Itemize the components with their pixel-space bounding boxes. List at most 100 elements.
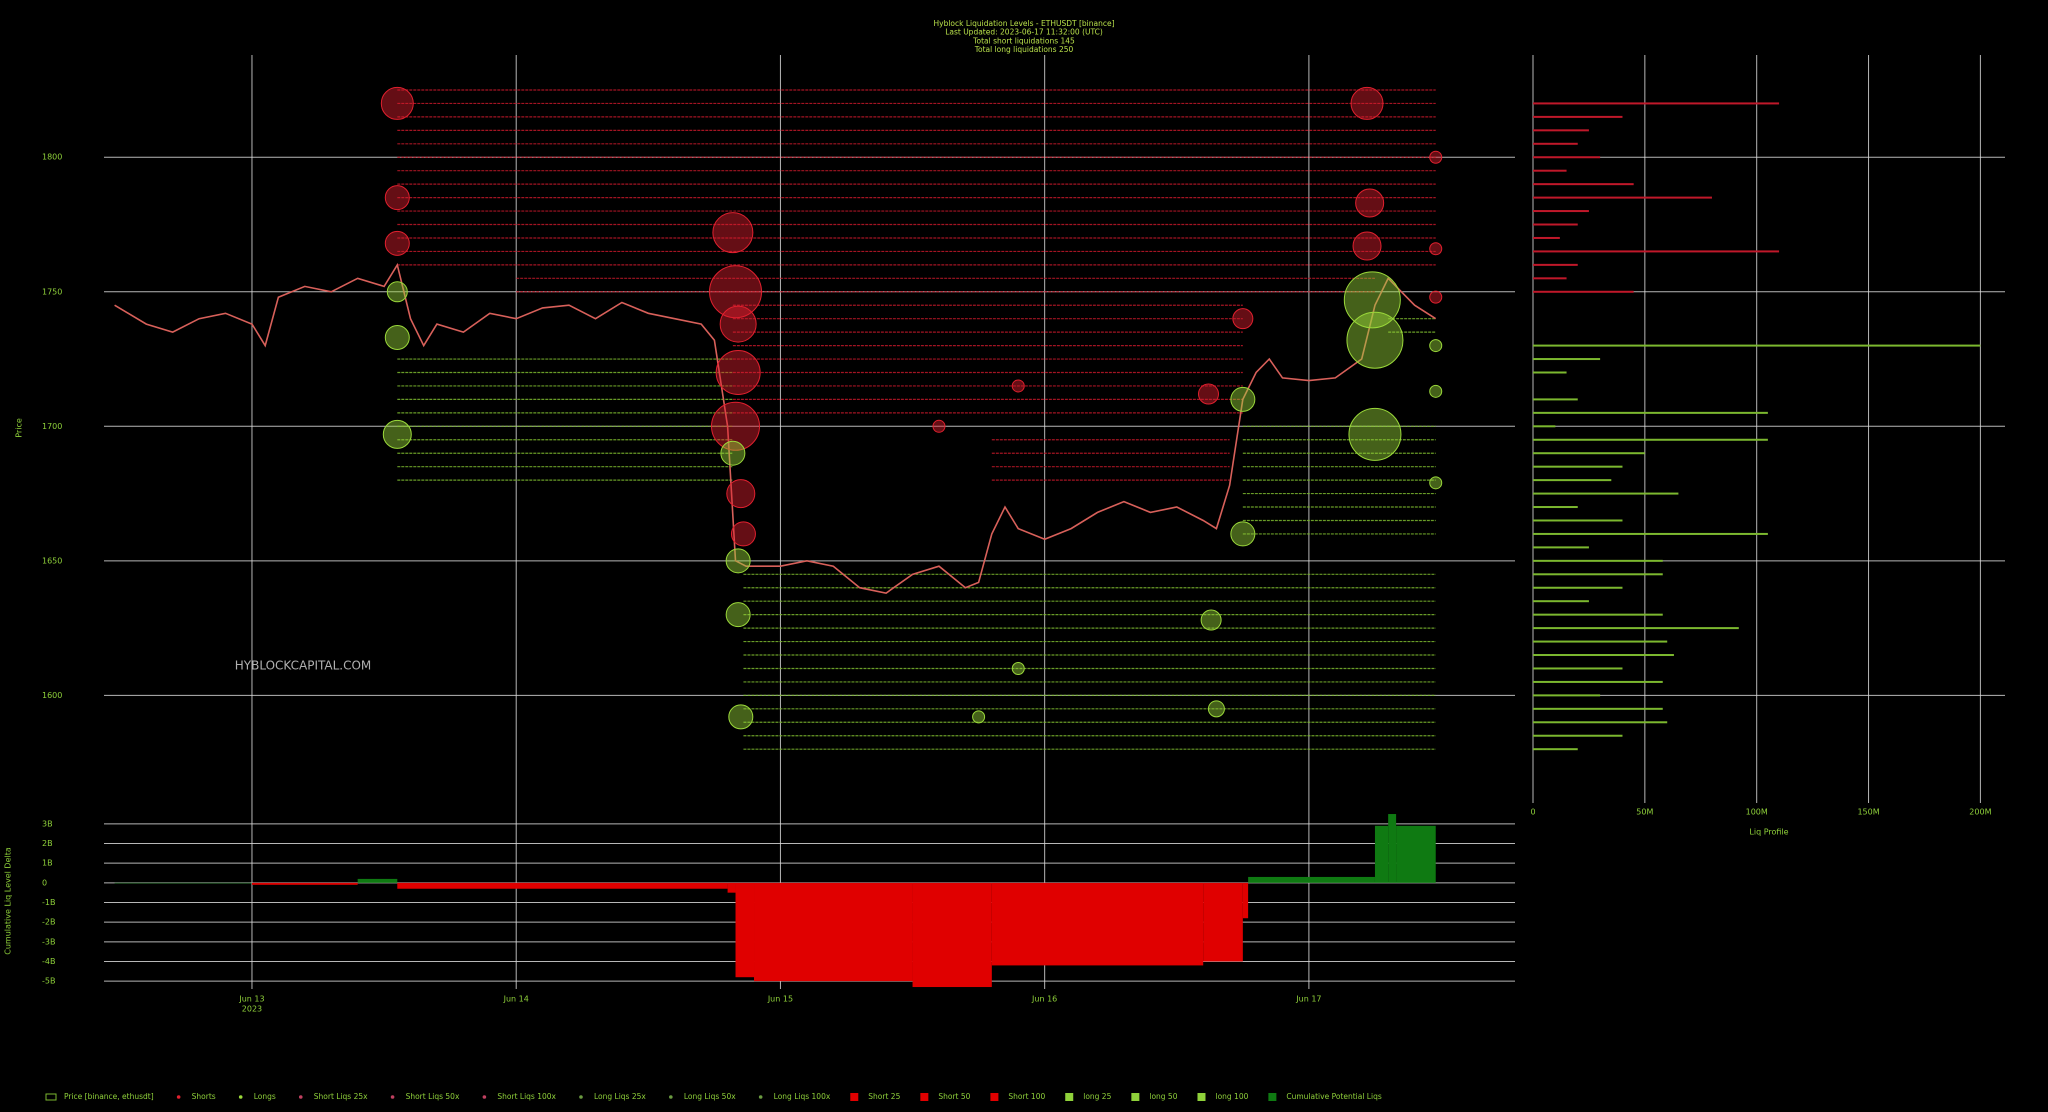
delta-bar [114,882,252,884]
profile-long-bar [1533,344,1981,347]
delta-bar [754,882,913,982]
profile-long-bar [1533,640,1668,643]
long-liq [1346,311,1404,369]
long-liq [384,325,410,351]
delta-bar [1388,814,1397,883]
legend-swatch [850,1093,859,1101]
long-liq [1429,384,1443,398]
profile-short-bar [1533,250,1780,253]
legend-label: Shorts [192,1092,216,1101]
legend-swatch [1065,1093,1074,1101]
legend-swatch [390,1095,395,1099]
profile-short-bar [1533,156,1601,159]
profile-x-tick-label: 50M [1636,808,1653,817]
profile-short-bar [1533,142,1578,145]
long-liq [1429,339,1443,353]
long-liq [725,548,751,574]
delta-y-tick-label: 1B [42,859,53,868]
legend-swatch [990,1093,999,1101]
legend-swatch [238,1095,243,1099]
delta-bar [1396,825,1436,883]
legend-label: Cumulative Potential Liqs [1286,1092,1381,1101]
short-liq [1011,379,1025,393]
profile-long-bar [1533,573,1663,576]
legend-swatch [920,1093,929,1101]
profile-long-bar [1533,613,1663,616]
legend-swatch [45,1093,57,1101]
profile-long-bar [1533,479,1612,482]
profile-x-tick-label: 150M [1857,808,1879,817]
profile-x-tick-label: 0 [1530,808,1535,817]
long-liq [1011,661,1025,675]
profile-long-bar [1533,667,1623,670]
short-liq [1232,308,1254,330]
legend-label: Longs [254,1092,276,1101]
short-liq [384,230,410,256]
profile-short-bar [1533,196,1712,199]
profile-long-bar [1533,398,1578,401]
profile-long-bar [1533,600,1589,603]
legend-label: Short 100 [1008,1092,1045,1101]
profile-long-bar [1533,532,1768,535]
x-tick-label: Jun 15 [767,995,793,1004]
profile-long-bar [1533,438,1768,441]
profile-long-bar [1533,452,1645,455]
legend-label: Long Liqs 50x [684,1092,736,1101]
legend-label: long 25 [1083,1092,1111,1101]
profile-short-bar [1533,290,1634,293]
long-liq [1230,521,1256,547]
legend-label: Short 25 [868,1092,900,1101]
delta-y-tick-label: -1B [42,898,55,907]
delta-bar [251,882,358,885]
delta-bar [1248,876,1375,883]
long-liq [720,440,746,466]
profile-short-bar [1533,210,1589,213]
title-line: Last Updated: 2023-06-17 11:32:00 (UTC) [945,28,1103,37]
legend-label: Short Liqs 25x [314,1092,368,1101]
short-liq [1429,150,1443,164]
long-liq [1429,476,1443,490]
short-liq [1197,383,1219,405]
profile-long-bar [1533,559,1663,562]
legend-swatch [1197,1093,1206,1101]
short-liq [726,479,756,509]
delta-y-tick-label: -5B [42,977,55,986]
title-line: Hyblock Liquidation Levels - ETHUSDT [bi… [934,19,1115,28]
short-liq [709,265,763,319]
delta-bar [727,882,736,893]
profile-long-bar [1533,627,1739,630]
delta-bar [1374,825,1389,883]
short-liq [1429,242,1443,256]
delta-bar [991,882,1204,966]
delta-y-tick-label: 2B [42,839,53,848]
delta-y-tick-label: -2B [42,918,55,927]
short-liq [715,349,761,395]
delta-y-axis-label: Cumulative Liq Level Delta [4,847,13,955]
delta-y-tick-label: -3B [42,937,55,946]
profile-long-bar [1533,371,1567,374]
profile-short-bar [1533,236,1560,239]
delta-bar [357,878,398,883]
price-line [114,262,1437,594]
long-liq [1343,271,1401,329]
y-tick-label: 1600 [42,691,62,700]
profile-short-bar [1533,129,1589,132]
long-liq [728,704,754,730]
delta-y-tick-label: 3B [42,819,53,828]
y-tick-label: 1800 [42,153,62,162]
long-liq [972,710,986,724]
profile-short-bar [1533,169,1567,172]
legend-label: long 100 [1215,1092,1248,1101]
legend-swatch [758,1095,763,1099]
profile-short-bar [1533,223,1578,226]
x-tick-label: Jun 17 [1295,995,1321,1004]
y-tick-label: 1650 [42,556,62,565]
profile-long-bar [1533,680,1663,683]
legend-label: Long Liqs 25x [594,1092,646,1101]
long-liq [1200,609,1222,631]
long-liq [386,281,408,303]
short-liq [1352,231,1382,261]
profile-short-bar [1533,277,1567,280]
title-line: Total short liquidations 145 [972,36,1075,45]
profile-long-bar [1533,506,1578,509]
